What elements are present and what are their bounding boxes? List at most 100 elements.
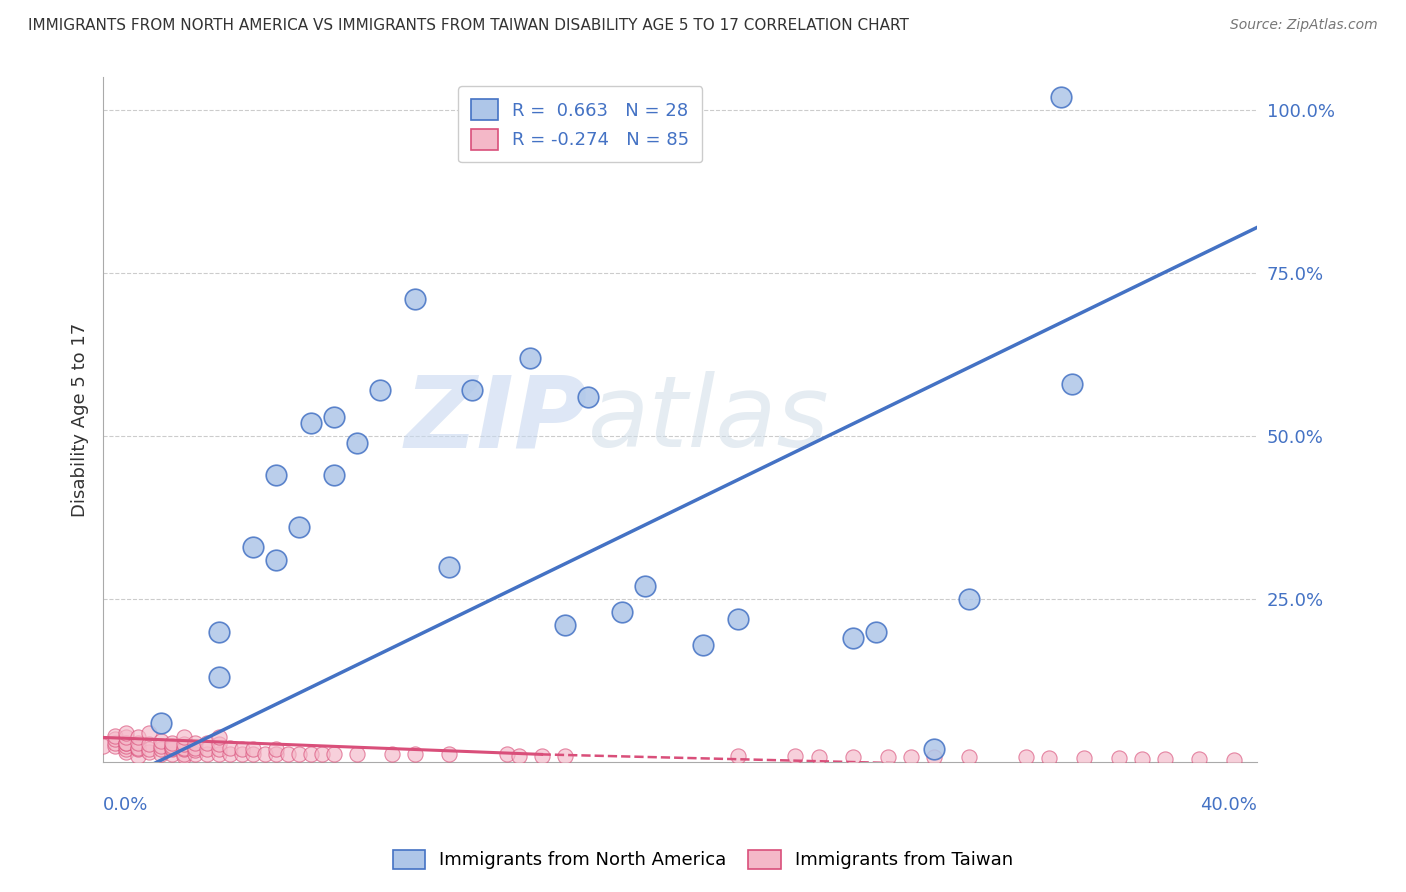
Point xyxy=(115,746,138,760)
Point xyxy=(322,409,344,424)
Text: 0.0%: 0.0% xyxy=(103,797,149,814)
Text: Source: ZipAtlas.com: Source: ZipAtlas.com xyxy=(1230,18,1378,32)
Point xyxy=(957,592,980,607)
Point xyxy=(207,737,229,751)
Point xyxy=(195,747,218,762)
Point xyxy=(173,740,195,755)
Point xyxy=(876,750,898,764)
Point xyxy=(115,731,138,745)
Point xyxy=(346,747,368,762)
Point xyxy=(173,747,195,762)
Point xyxy=(727,612,749,626)
Point xyxy=(900,750,922,764)
Point xyxy=(104,729,127,743)
Point xyxy=(288,747,311,762)
Point xyxy=(104,732,127,747)
Point xyxy=(127,740,149,755)
Point xyxy=(149,716,172,731)
Point xyxy=(242,540,264,554)
Point xyxy=(127,748,149,763)
Point xyxy=(207,747,229,762)
Point xyxy=(138,737,160,751)
Point xyxy=(277,747,299,762)
Point xyxy=(299,747,322,762)
Point xyxy=(173,737,195,751)
Point xyxy=(1153,752,1175,766)
Point xyxy=(346,435,368,450)
Point xyxy=(922,742,945,756)
Point xyxy=(1038,751,1060,765)
Point xyxy=(231,747,253,762)
Point xyxy=(242,747,264,762)
Point xyxy=(115,736,138,750)
Legend: R =  0.663   N = 28, R = -0.274   N = 85: R = 0.663 N = 28, R = -0.274 N = 85 xyxy=(458,87,702,162)
Point xyxy=(219,747,242,762)
Point xyxy=(299,416,322,430)
Point xyxy=(253,747,276,762)
Point xyxy=(1108,751,1130,765)
Point xyxy=(957,750,980,764)
Point xyxy=(195,742,218,756)
Point xyxy=(184,743,207,757)
Point xyxy=(368,384,391,398)
Point xyxy=(173,742,195,756)
Point xyxy=(311,747,333,762)
Point xyxy=(115,736,138,750)
Point xyxy=(1188,752,1211,766)
Point xyxy=(1050,90,1073,104)
Point xyxy=(404,747,426,762)
Point xyxy=(519,351,541,365)
Point xyxy=(322,468,344,483)
Point xyxy=(461,384,484,398)
Legend: Immigrants from North America, Immigrants from Taiwan: Immigrants from North America, Immigrant… xyxy=(384,841,1022,879)
Point xyxy=(162,747,184,762)
Point xyxy=(115,726,138,740)
Point xyxy=(842,632,865,646)
Point xyxy=(264,747,287,762)
Point xyxy=(242,742,264,756)
Point xyxy=(207,624,229,639)
Point xyxy=(231,742,253,756)
Point xyxy=(91,739,114,753)
Point xyxy=(785,748,807,763)
Point xyxy=(554,618,576,632)
Point xyxy=(162,742,184,756)
Point xyxy=(508,748,530,763)
Point xyxy=(634,579,657,593)
Point xyxy=(138,746,160,760)
Point xyxy=(692,638,714,652)
Point xyxy=(104,736,127,750)
Point xyxy=(404,292,426,306)
Y-axis label: Disability Age 5 to 17: Disability Age 5 to 17 xyxy=(72,323,89,517)
Point xyxy=(530,748,553,763)
Point xyxy=(184,736,207,750)
Point xyxy=(149,734,172,748)
Point xyxy=(264,468,287,483)
Text: atlas: atlas xyxy=(588,371,830,468)
Point xyxy=(496,747,519,762)
Point xyxy=(1062,376,1084,391)
Point xyxy=(842,750,865,764)
Point xyxy=(1073,751,1095,765)
Point xyxy=(612,605,634,619)
Point xyxy=(127,742,149,756)
Point xyxy=(195,736,218,750)
Point xyxy=(207,742,229,756)
Point xyxy=(576,390,599,404)
Point xyxy=(162,740,184,755)
Text: 40.0%: 40.0% xyxy=(1201,797,1257,814)
Point xyxy=(439,559,461,574)
Point xyxy=(149,739,172,753)
Point xyxy=(264,553,287,567)
Point xyxy=(138,742,160,756)
Text: IMMIGRANTS FROM NORTH AMERICA VS IMMIGRANTS FROM TAIWAN DISABILITY AGE 5 TO 17 C: IMMIGRANTS FROM NORTH AMERICA VS IMMIGRA… xyxy=(28,18,910,33)
Point xyxy=(115,739,138,753)
Point xyxy=(1130,752,1153,766)
Point xyxy=(173,748,195,763)
Point xyxy=(127,736,149,750)
Point xyxy=(149,747,172,762)
Point xyxy=(184,740,207,755)
Point xyxy=(207,670,229,684)
Point xyxy=(173,731,195,745)
Point xyxy=(162,736,184,750)
